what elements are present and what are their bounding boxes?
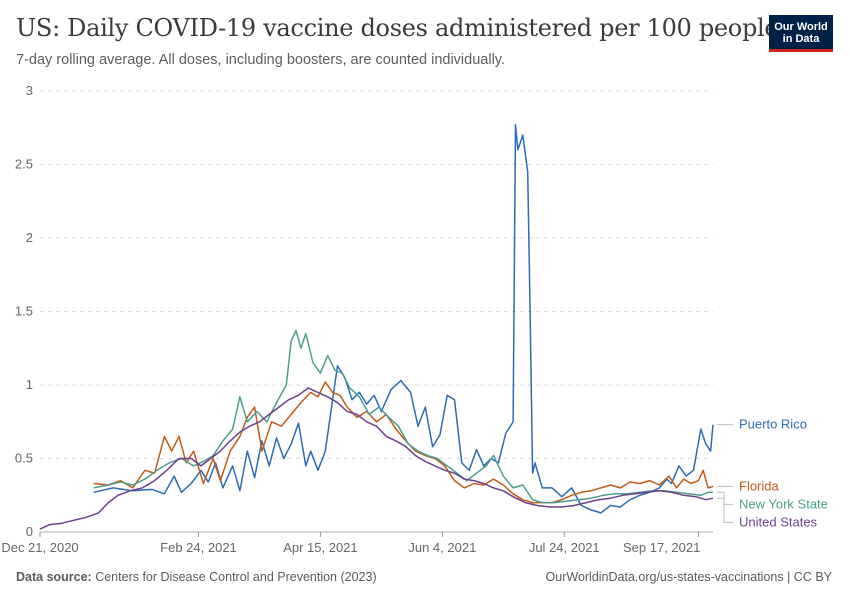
chart-title: US: Daily COVID-19 vaccine doses adminis… <box>16 14 779 42</box>
logo-line-2: in Data <box>782 33 820 45</box>
source-text: Centers for Disease Control and Preventi… <box>91 570 377 584</box>
gridlines <box>40 90 713 533</box>
x-axis-ticks: Dec 21, 2020 Feb 24, 2021 Apr 15, 2021 Jun … <box>1 532 700 555</box>
x-tick-label: Sep 17, 2021 <box>623 540 700 555</box>
logo-line-1: Our World <box>774 21 828 33</box>
y-tick-label: 2.5 <box>15 157 33 172</box>
y-tick-label: 2 <box>26 230 33 245</box>
owid-url-link[interactable]: OurWorldinData.org/us-states-vaccination… <box>545 570 832 584</box>
source-label: Data source: <box>16 570 92 584</box>
y-tick-label: 1 <box>26 377 33 392</box>
chart-subtitle: 7-day rolling average. All doses, includ… <box>16 52 505 68</box>
y-tick-label: 3 <box>26 83 33 98</box>
series-line-united-states[interactable] <box>39 387 714 530</box>
legend-label-florida[interactable]: Florida <box>739 478 780 493</box>
x-tick-label: Jun 4, 2021 <box>408 540 476 555</box>
legend-label-new-york-state[interactable]: New York State <box>739 496 828 511</box>
legend-label-united-states[interactable]: United States <box>739 514 818 529</box>
series-line-new-york-state[interactable] <box>93 329 713 504</box>
legend-connector <box>717 497 733 523</box>
y-tick-label: 1.5 <box>15 304 33 319</box>
y-tick-label: 0 <box>26 524 33 539</box>
series-line-puerto-rico[interactable] <box>93 124 714 514</box>
series-lines <box>39 124 714 530</box>
series-line-florida[interactable] <box>93 381 714 504</box>
x-tick-label: Apr 15, 2021 <box>283 540 357 555</box>
legend: Puerto Rico Florida New York State United S… <box>717 417 828 529</box>
x-tick-label: Feb 24, 2021 <box>160 540 237 555</box>
y-axis-ticks: 0 0.5 1 1.5 2 2.5 3 <box>15 83 33 539</box>
x-tick-label: Dec 21, 2020 <box>1 540 78 555</box>
y-tick-label: 0.5 <box>15 451 33 466</box>
x-tick-label: Jul 24, 2021 <box>529 540 600 555</box>
owid-logo[interactable]: Our World in Data <box>769 15 833 52</box>
data-source: Data source: Centers for Disease Control… <box>16 570 377 584</box>
legend-label-puerto-rico[interactable]: Puerto Rico <box>739 417 807 432</box>
